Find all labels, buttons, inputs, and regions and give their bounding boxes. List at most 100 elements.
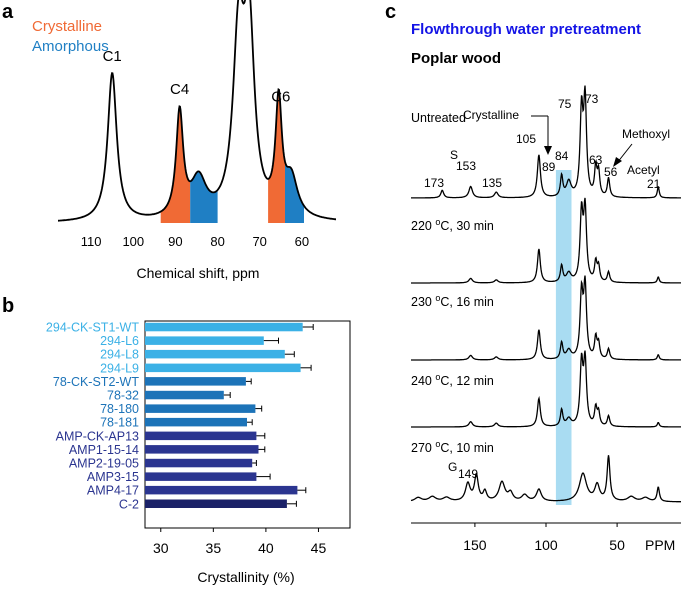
tick-label-c-1: 100 [534,537,558,553]
category-label-13: C-2 [119,497,139,511]
x-axis-ticks-c: 150 100 50 [463,523,625,553]
condition-label-0: Untreated [411,111,466,125]
peak-label-89: 89 [542,160,556,174]
tick-label-b-1: 35 [206,540,222,556]
spectrum-trace-3 [411,350,681,428]
annotation-acetyl: Acetyl [627,163,660,177]
annotation-guaiacyl: G [448,460,457,474]
annotation-acetyl-ppm: 21 [647,177,661,191]
category-labels-b: 294-CK-ST1-WT294-L6294-L8294-L978-CK-ST2… [46,321,139,512]
panel-a: Crystalline Amorphous C1C4C2,3,5C6 11010… [32,0,336,281]
tick-label-a-5: 60 [295,234,309,249]
fill-region-1 [190,171,218,223]
condition-label-2: 230 oC, 16 min [411,293,494,309]
category-label-11: AMP3-15 [87,470,139,484]
peak-label-153: 153 [456,159,476,173]
x-axis-label-a: Chemical shift, ppm [137,265,260,281]
x-axis-label-c: PPM [645,537,675,553]
panel-c: Flowthrough water pretreatment Poplar wo… [410,21,681,553]
tick-label-a-2: 90 [168,234,182,249]
bar-10 [145,458,253,468]
annotation-crystalline: Crystalline [463,108,519,122]
bar-6 [145,404,256,413]
panel-label-a: a [2,1,14,23]
spectrum-trace-2 [411,275,681,361]
annotation-syringyl: S [450,148,458,162]
peak-label-0: C1 [103,48,122,65]
category-label-10: AMP2-19-05 [69,457,139,471]
tick-label-b-2: 40 [258,540,274,556]
peak-label-84: 84 [555,149,569,163]
bar-9 [145,445,259,454]
bar-1 [145,336,264,345]
category-label-3: 294-L9 [100,361,139,375]
peak-label-173: 173 [424,176,444,190]
peak-label-75: 75 [558,97,572,111]
crystalline-highlight-band [555,170,572,505]
condition-label-3: 240 oC, 12 min [411,372,494,388]
x-axis-label-b: Crystallinity (%) [197,569,294,585]
peak-label-135: 135 [482,176,502,190]
tick-label-a-1: 100 [122,234,144,249]
tick-label-c-2: 50 [609,537,625,553]
bar-4 [145,377,246,386]
peak-label-63: 63 [589,153,603,167]
peak-annotations-c: Crystalline Methoxyl Acetyl 21 S 173 153… [424,92,670,481]
category-label-0: 294-CK-ST1-WT [46,321,139,335]
tick-label-a-0: 110 [81,234,102,249]
x-axis-ticks-b: 30 35 40 45 [153,528,326,556]
category-label-4: 78-CK-ST2-WT [53,375,139,389]
bar-12 [145,485,298,495]
peak-label-73: 73 [585,92,599,106]
tick-label-a-4: 70 [252,234,266,249]
spectrum-a-line [58,0,336,222]
tick-label-b-0: 30 [153,540,169,556]
condition-label-1: 220 oC, 30 min [411,217,494,233]
annotation-methoxyl: Methoxyl [622,127,670,141]
category-label-8: AMP-CK-AP13 [56,429,139,443]
bar-2 [145,349,285,359]
panel-c-title: Flowthrough water pretreatment [411,21,641,38]
bars-b [145,322,314,508]
condition-labels-c: Untreated 220 oC, 30 min 230 oC, 16 min 240… [411,111,494,455]
tick-label-c-0: 150 [463,537,487,553]
category-label-9: AMP1-15-14 [69,443,139,457]
category-label-6: 78-180 [100,402,139,416]
panel-b: 294-CK-ST1-WT294-L6294-L8294-L978-CK-ST2… [46,320,351,585]
bar-8 [145,431,257,441]
bar-0 [145,322,303,332]
category-label-7: 78-181 [100,416,139,430]
panel-label-b: b [2,295,14,317]
annotation-guaiacyl-ppm: 149 [458,467,478,481]
condition-label-4: 270 oC, 10 min [411,439,494,455]
peak-labels-a: C1C4C2,3,5C6 [103,48,291,106]
legend-crystalline: Crystalline [32,18,102,35]
spectra-c [410,85,681,503]
panel-label-c: c [385,1,396,23]
arrow-crystalline-head [544,146,552,155]
category-label-12: AMP4-17 [87,484,139,498]
bar-5 [145,390,224,400]
legend-amorphous: Amorphous [32,38,109,55]
spectrum-trace-4 [410,455,681,503]
spectrum-trace-1 [411,197,681,284]
tick-label-b-3: 45 [311,540,327,556]
peak-label-1: C4 [170,81,189,98]
category-label-1: 294-L6 [100,334,139,348]
fill-region-3 [285,161,304,223]
spectrum-trace-0 [411,85,681,199]
x-axis-ticks-a: 110 100 90 80 70 60 [81,234,309,249]
bar-3 [145,363,301,373]
tick-label-a-3: 80 [210,234,224,249]
arrow-methoxyl-head [613,157,622,167]
category-label-5: 78-32 [107,389,139,403]
peak-label-105: 105 [516,132,536,146]
bar-11 [145,472,257,481]
bar-13 [145,499,287,508]
panel-c-subtitle: Poplar wood [411,50,501,67]
category-label-2: 294-L8 [100,348,139,362]
peak-label-3: C6 [271,89,290,106]
peak-label-56: 56 [604,165,618,179]
bar-7 [145,417,247,427]
